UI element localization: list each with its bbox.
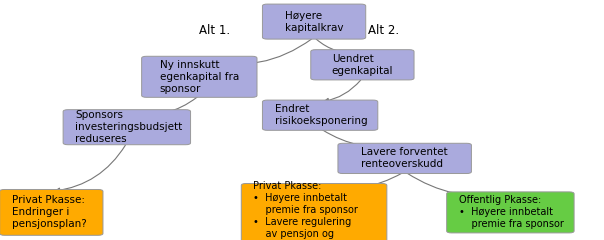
FancyBboxPatch shape: [0, 190, 103, 235]
Text: Privat Pkasse:
Endringer i
pensjonsplan?: Privat Pkasse: Endringer i pensjonsplan?: [12, 195, 86, 229]
Text: Sponsors
investeringsbudsjett
reduseres: Sponsors investeringsbudsjett reduseres: [75, 110, 182, 144]
FancyArrowPatch shape: [203, 39, 312, 64]
FancyBboxPatch shape: [262, 4, 365, 39]
Text: Uendret
egenkapital: Uendret egenkapital: [332, 54, 393, 76]
Text: Offentlig Pkasse:
•  Høyere innbetalt
    premie fra sponsor: Offentlig Pkasse: • Høyere innbetalt pre…: [459, 195, 564, 229]
Text: Lavere forventet
renteoverskudd: Lavere forventet renteoverskudd: [361, 147, 448, 169]
FancyArrowPatch shape: [324, 80, 361, 103]
FancyArrowPatch shape: [318, 173, 402, 189]
FancyBboxPatch shape: [338, 143, 471, 174]
FancyArrowPatch shape: [316, 39, 358, 55]
Text: Alt 1.: Alt 1.: [199, 24, 230, 36]
FancyArrowPatch shape: [323, 130, 400, 149]
FancyBboxPatch shape: [262, 100, 378, 130]
FancyBboxPatch shape: [446, 192, 574, 233]
Text: Høyere
kapitalkrav: Høyere kapitalkrav: [285, 11, 343, 33]
FancyArrowPatch shape: [130, 97, 197, 116]
FancyBboxPatch shape: [310, 50, 414, 80]
Text: Privat Pkasse:
•  Høyere innbetalt
    premie fra sponsor
•  Lavere regulering
 : Privat Pkasse: • Høyere innbetalt premie…: [254, 181, 358, 240]
FancyBboxPatch shape: [141, 56, 257, 97]
Text: Alt 2.: Alt 2.: [368, 24, 399, 36]
Text: Ny innskutt
egenkapital fra
sponsor: Ny innskutt egenkapital fra sponsor: [159, 60, 239, 94]
FancyArrowPatch shape: [407, 173, 506, 197]
FancyBboxPatch shape: [63, 110, 191, 145]
Text: Endret
risikoeksponering: Endret risikoeksponering: [275, 104, 367, 126]
FancyArrowPatch shape: [56, 145, 126, 192]
FancyBboxPatch shape: [242, 183, 387, 240]
